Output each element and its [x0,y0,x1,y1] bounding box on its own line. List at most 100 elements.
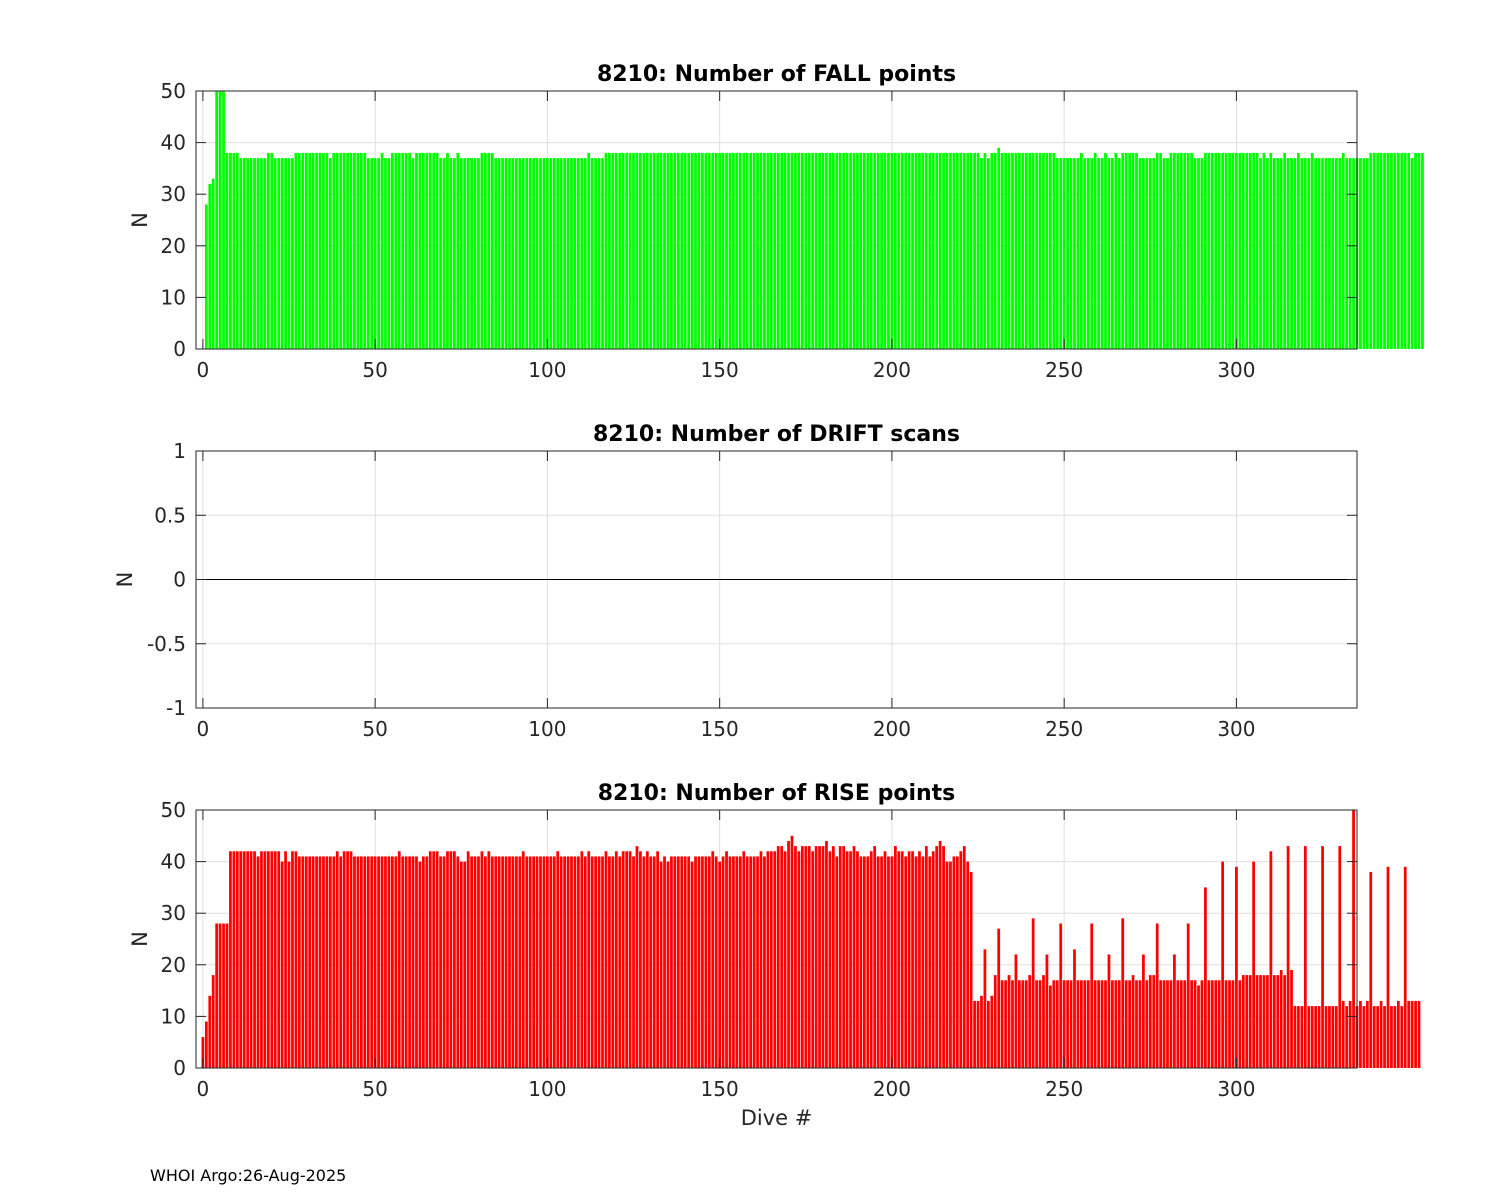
bar [914,856,918,1068]
bar [308,152,312,349]
bar [1104,980,1107,1068]
bar [390,856,394,1068]
y-tick-label: 0 [173,1056,186,1080]
bar [549,158,553,349]
bar [880,856,883,1068]
bar [525,856,529,1068]
bar [1324,1006,1328,1068]
bar [528,158,532,349]
bar [973,152,976,349]
bar [1228,152,1231,349]
bar [1259,975,1262,1068]
bar [232,152,236,349]
bar [1376,1006,1380,1068]
bar [787,152,790,349]
bar [1386,152,1390,349]
bar [711,851,715,1068]
bar [1214,152,1218,349]
x-tick-label: 50 [362,358,387,382]
bar [366,856,370,1068]
bar [1042,152,1045,349]
bar [1083,980,1087,1068]
bar [680,856,684,1068]
bar [1173,152,1176,349]
drift-scans-panel: 0 50 100 150 200 250 300 -1 -0.5 0 0.5 1 8210: Numbe… [113,422,1358,741]
bar [1390,152,1393,349]
bar [818,846,821,1068]
bar [277,851,281,1068]
bar [1334,1006,1338,1068]
bar [590,158,594,349]
bar [418,152,422,349]
bar [955,856,959,1068]
bar [1300,158,1304,349]
bar [504,158,508,349]
x-tick-label: 200 [873,358,911,382]
bar [1224,980,1228,1068]
x-tick-label: 200 [873,1077,911,1101]
bar [342,851,346,1068]
bar [563,158,567,349]
bar [962,846,966,1068]
bar [838,846,842,1068]
bar [325,856,329,1068]
bar [745,152,749,349]
bar [1028,975,1032,1068]
bar [1011,152,1014,349]
bar [353,152,356,349]
bar [1190,980,1194,1068]
bar [797,152,801,349]
bar [380,152,384,349]
bar [494,856,498,1068]
bar [263,158,267,349]
bar [1417,152,1421,349]
bar [931,152,935,349]
bar [890,856,894,1068]
bar [649,856,653,1068]
bar [1014,152,1018,349]
bar [556,158,560,349]
bar [1241,152,1245,349]
bar [335,152,339,349]
bar [301,856,305,1068]
bar [1031,918,1035,1068]
bar [601,158,604,349]
bar [690,152,694,349]
bar [583,158,587,349]
bar [218,923,222,1068]
bar [776,846,780,1068]
bar [1073,158,1076,349]
bar [294,152,298,349]
bar [229,152,232,349]
bar [428,152,432,349]
bar [439,158,442,349]
bar [983,152,987,349]
bar [253,158,256,349]
bar [322,152,325,349]
bar [280,158,284,349]
bar [380,856,384,1068]
bar [804,152,808,349]
bar [1148,158,1152,349]
bar [632,856,635,1068]
bar [366,158,370,349]
bar [1007,975,1011,1068]
bar [821,152,825,349]
bar [1152,975,1156,1068]
bar [456,856,460,1068]
bar [1038,152,1042,349]
bar [570,856,573,1068]
bar [914,152,918,349]
bar [473,158,477,349]
bar [387,158,391,349]
bar [597,856,601,1068]
bar [1128,152,1132,349]
bar [745,856,749,1068]
bar [501,856,504,1068]
bar [404,856,408,1068]
bar [935,846,939,1068]
bar [442,158,446,349]
bar [1162,980,1166,1068]
bar [635,846,639,1068]
bar [1183,152,1187,349]
